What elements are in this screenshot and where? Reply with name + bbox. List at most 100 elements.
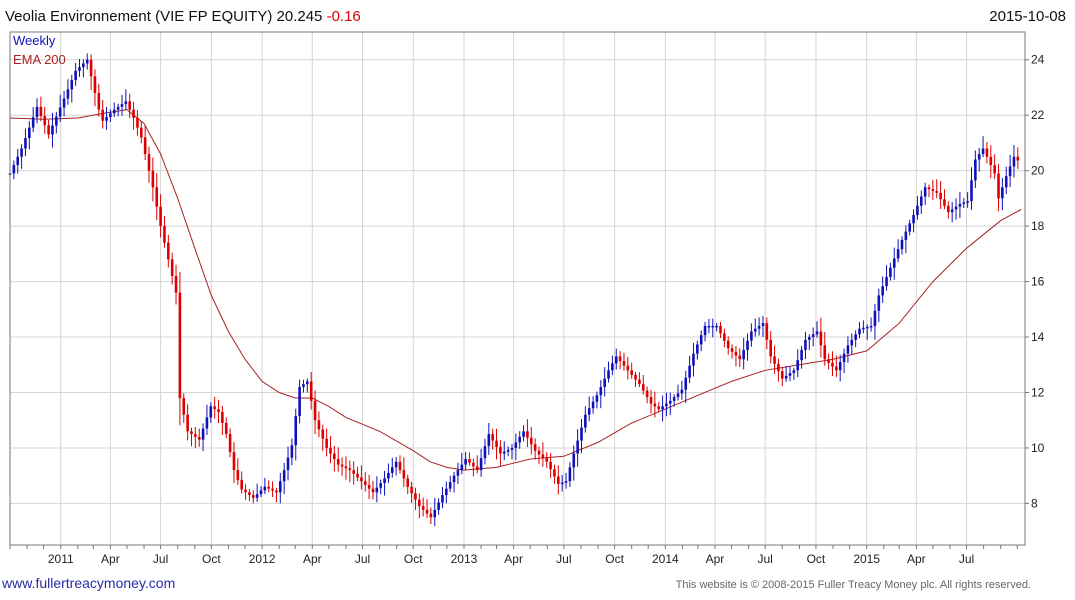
candle-body — [792, 370, 796, 374]
candle-body — [356, 473, 359, 478]
candle-body — [750, 331, 753, 341]
candle-body — [333, 453, 336, 460]
candle-body — [267, 486, 271, 489]
x-tick-label: 2013 — [451, 552, 478, 566]
candle-body — [43, 116, 47, 126]
y-axis-ticks: 8 10 12 14 16 18 20 22 24 — [1025, 53, 1045, 510]
candle-body — [406, 478, 410, 487]
candle-body — [213, 406, 216, 410]
x-tick-label: Oct — [202, 552, 221, 566]
candle-body — [977, 154, 981, 160]
candle-body — [564, 481, 568, 483]
candle-body — [611, 363, 614, 371]
candle-body — [529, 437, 533, 445]
candle-body — [282, 470, 286, 482]
candle-body — [390, 467, 394, 473]
candle-body — [217, 409, 220, 412]
y-tick-label: 8 — [1031, 496, 1038, 510]
candle-body — [290, 445, 294, 458]
x-tick-label: Jul — [355, 552, 370, 566]
x-tick-label: Apr — [504, 552, 523, 566]
candle-body — [923, 187, 927, 197]
candle-body — [742, 349, 745, 360]
candle-body — [912, 215, 915, 224]
candle-body — [684, 377, 688, 390]
candle-body — [896, 249, 900, 259]
candle-body — [255, 494, 259, 498]
candle-body — [862, 327, 865, 330]
copyright-notice: This website is © 2008-2015 Fuller Treac… — [675, 579, 1031, 591]
candle-body — [132, 109, 135, 118]
candle-body — [170, 259, 174, 277]
candle-body — [124, 101, 128, 105]
candle-body — [703, 325, 707, 336]
candle-body — [854, 334, 857, 340]
candle-body — [101, 109, 104, 121]
x-axis-ticks: 2011 Apr Jul Oct 2012 Apr Jul Oct 2013 Apr Jul Oct 2… — [9, 545, 1018, 566]
price-chart: 8 10 12 14 16 18 20 22 24 2011 Apr Jul Oct 2012 Apr Ju… — [5, 8, 1066, 566]
candle-body — [661, 406, 664, 410]
candle-body — [306, 381, 309, 385]
candle-body — [734, 351, 738, 356]
candle-body — [367, 484, 371, 489]
candle-body — [421, 506, 425, 510]
candle-body — [919, 196, 923, 206]
candle-body — [688, 365, 691, 378]
candle-body — [765, 323, 769, 340]
candle-body — [657, 406, 661, 410]
candle-body — [877, 295, 881, 311]
candle-body — [78, 67, 81, 71]
candle-body — [572, 453, 576, 468]
candle-body — [97, 93, 101, 110]
candlesticks — [8, 53, 1020, 527]
candle-body — [344, 466, 348, 469]
candle-body — [568, 467, 572, 482]
candle-body — [475, 466, 479, 471]
candle-body — [873, 310, 877, 326]
candle-body — [726, 340, 730, 349]
candle-body — [329, 447, 332, 454]
candle-body — [271, 488, 274, 491]
candle-body — [506, 449, 510, 452]
candle-body — [699, 335, 703, 345]
candle-body — [858, 328, 861, 335]
candle-body — [614, 356, 618, 364]
candle-body — [47, 125, 50, 135]
candle-body — [387, 472, 390, 479]
candle-body — [808, 337, 811, 340]
candle-body — [889, 267, 892, 277]
candle-body — [112, 109, 116, 114]
candle-body — [958, 203, 962, 207]
candle-body — [437, 502, 440, 510]
y-tick-label: 22 — [1031, 108, 1045, 122]
candle-body — [51, 125, 54, 135]
x-tick-label: 2015 — [853, 552, 880, 566]
website-link[interactable]: www.fullertreacymoney.com — [2, 575, 176, 591]
candle-body — [340, 464, 344, 467]
candle-body — [294, 416, 298, 446]
candle-body — [753, 328, 757, 332]
candle-body — [985, 148, 989, 157]
candle-body — [885, 276, 888, 287]
candle-body — [139, 127, 143, 138]
x-tick-label: Oct — [807, 552, 826, 566]
candle-body — [352, 470, 355, 474]
candle-body — [939, 192, 942, 200]
x-tick-label: Apr — [101, 552, 120, 566]
candle-body — [371, 488, 375, 493]
candle-body — [738, 355, 742, 360]
candle-body — [838, 361, 842, 371]
grid-lines — [10, 32, 1025, 545]
candle-body — [159, 206, 162, 227]
candle-body — [348, 468, 352, 471]
candle-body — [823, 345, 827, 360]
candle-body — [128, 101, 132, 110]
candle-body — [224, 422, 228, 435]
candle-body — [16, 156, 20, 166]
candle-body — [692, 353, 695, 366]
candle-body — [116, 106, 120, 110]
candle-body — [302, 384, 305, 387]
candle-body — [1016, 156, 1020, 161]
x-tick-label: Apr — [706, 552, 725, 566]
candle-body — [819, 331, 823, 346]
